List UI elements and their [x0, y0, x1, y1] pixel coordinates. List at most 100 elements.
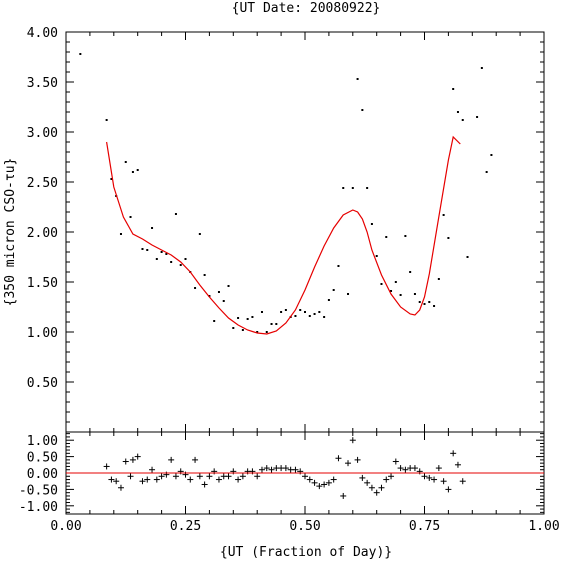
data-point [385, 236, 388, 238]
x-tick-label: 0.75 [409, 519, 440, 534]
data-point [351, 187, 354, 189]
residual-point [258, 466, 265, 473]
residual-point [127, 473, 134, 480]
residual-point [373, 489, 380, 496]
residual-point [411, 465, 418, 472]
residual-point [426, 474, 433, 481]
residual-point [321, 481, 328, 488]
data-point [375, 255, 378, 257]
data-point [241, 329, 244, 331]
data-point [256, 331, 259, 333]
residual-point [144, 476, 151, 483]
residual-point [117, 484, 124, 491]
residual-point [345, 460, 352, 467]
residual-point [172, 473, 179, 480]
data-point [404, 235, 407, 237]
residual-point [108, 476, 115, 483]
residual-point [431, 476, 438, 483]
residual-point [445, 486, 452, 493]
y-tick-label: -0.50 [19, 483, 58, 498]
residual-point [282, 465, 289, 472]
x-tick-label: 1.00 [528, 519, 559, 534]
residual-point [330, 476, 337, 483]
data-point [409, 271, 412, 273]
residual-point [134, 453, 141, 460]
residual-point [383, 476, 390, 483]
residual-point [235, 476, 242, 483]
data-point [155, 258, 158, 260]
data-point [165, 253, 168, 255]
data-point [299, 309, 302, 311]
data-point [304, 311, 306, 313]
residual-point [225, 473, 232, 480]
data-point [129, 216, 132, 218]
y-tick-label: 2.50 [27, 176, 58, 191]
data-point [433, 305, 436, 307]
data-point [213, 320, 216, 322]
residual-point [153, 476, 160, 483]
main-panel: 4.00 3.50 3.00 2.50 2.00 1.50 1.00 0.50 [27, 26, 545, 433]
data-point [124, 161, 127, 163]
data-point [110, 178, 113, 180]
residual-point [397, 465, 404, 472]
data-point [265, 331, 268, 333]
residual-point [196, 473, 203, 480]
y-tick-label: 0.50 [27, 376, 58, 391]
y-tick-label: 0.50 [27, 451, 58, 466]
data-point [490, 154, 493, 156]
residual-point [206, 473, 213, 480]
data-point [198, 233, 201, 235]
data-point [342, 187, 345, 189]
main-panel-frame [65, 31, 545, 433]
data-point [418, 301, 421, 303]
residual-point [392, 458, 399, 465]
y-axis-label: {350 micron CSO-τu} [3, 158, 18, 307]
data-point [327, 299, 330, 301]
residual-point [103, 463, 110, 470]
residual-point [306, 476, 313, 483]
y-tick-label: -1.00 [19, 500, 58, 515]
data-point [280, 311, 283, 313]
data-point [456, 111, 459, 113]
data-point [476, 116, 479, 118]
residual-point [325, 479, 332, 486]
residual-point [421, 473, 428, 480]
residual-point [435, 465, 442, 472]
data-point [131, 171, 134, 173]
data-point [390, 290, 393, 292]
residual-point [368, 484, 375, 491]
data-point [170, 261, 173, 263]
y-tick-label: 1.00 [27, 434, 58, 449]
residual-point [359, 474, 366, 481]
residual-point [268, 466, 275, 473]
y-tick-label: 2.00 [27, 226, 58, 241]
data-point [105, 119, 108, 121]
residual-point [149, 466, 156, 473]
data-point [423, 303, 426, 305]
data-point [380, 283, 383, 285]
data-point [222, 300, 225, 302]
data-point [461, 119, 464, 121]
data-point [308, 315, 311, 317]
data-point [275, 323, 278, 325]
data-point [313, 313, 316, 315]
data-point [428, 301, 431, 303]
data-point [442, 214, 445, 216]
data-point [270, 323, 273, 325]
data-point [184, 258, 187, 260]
data-point [284, 309, 287, 311]
data-point [217, 291, 220, 293]
residual-point [168, 456, 175, 463]
residual-point [340, 492, 347, 499]
data-point [174, 213, 177, 215]
data-point [356, 78, 359, 80]
residual-point [459, 478, 466, 485]
residual-point [402, 466, 409, 473]
data-point [347, 293, 350, 295]
residual-point [113, 478, 120, 485]
residual-point [187, 476, 194, 483]
data-point [151, 227, 154, 229]
data-point [260, 311, 263, 313]
residual-point [311, 479, 318, 486]
residual-point [450, 450, 457, 457]
